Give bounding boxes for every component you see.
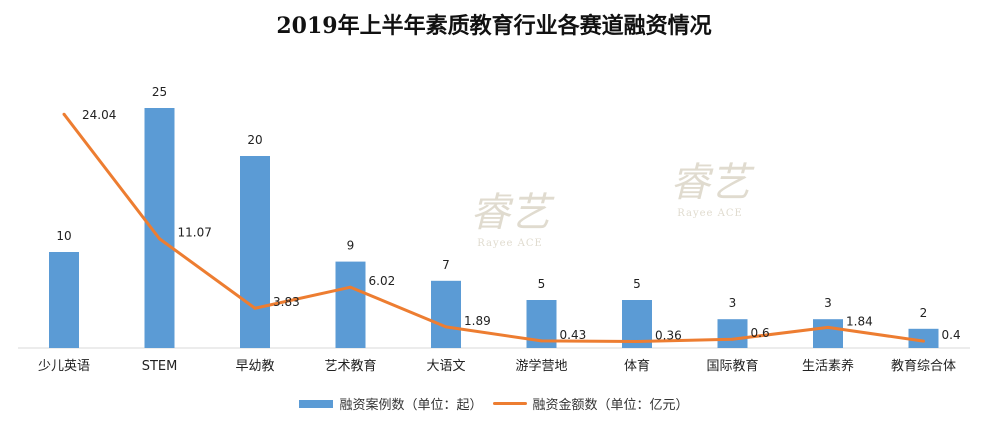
bar-data-label: 3 — [824, 296, 832, 310]
bar-data-label: 25 — [152, 85, 167, 99]
bar — [49, 252, 79, 348]
line-point — [635, 340, 639, 344]
watermark-logo: 睿艺 Rayee ACE — [670, 160, 750, 219]
bar-data-label: 10 — [56, 229, 71, 243]
bar — [717, 319, 748, 348]
x-tick-label: 游学营地 — [515, 358, 567, 374]
x-tick-label: 大语文 — [426, 359, 465, 374]
line-point — [253, 306, 257, 310]
x-tick-label: 国际教育 — [706, 358, 758, 374]
legend-item-line: 融资金额数（单位：亿元） — [492, 394, 689, 413]
bar — [908, 328, 939, 348]
line-point — [158, 237, 161, 241]
line-data-label: 11.07 — [178, 226, 212, 240]
legend-label: 融资案例数（单位：起） — [339, 398, 483, 413]
line-data-label: 6.02 — [369, 274, 396, 288]
line-data-label: 0.6 — [751, 326, 770, 340]
x-tick-label: 教育综合体 — [891, 358, 956, 374]
legend-swatch-line — [492, 402, 527, 405]
bar — [813, 319, 843, 348]
bar — [144, 108, 175, 348]
legend-swatch-bar — [299, 399, 334, 408]
line-data-label: 0.4 — [942, 328, 961, 342]
line-point — [444, 325, 448, 329]
x-tick-label: 体育 — [624, 358, 650, 374]
bar-data-label: 5 — [633, 277, 641, 291]
line-point — [62, 112, 66, 116]
bar-data-label: 7 — [442, 258, 450, 272]
legend: 融资案例数（单位：起） 融资金额数（单位：亿元） — [0, 394, 988, 413]
bar — [240, 156, 270, 348]
line-data-label: 3.83 — [273, 295, 300, 309]
x-tick-label: 生活素养 — [802, 358, 854, 374]
line-data-label: 0.43 — [560, 328, 587, 342]
x-tick-label: 艺术教育 — [324, 358, 376, 374]
watermark-logo: 睿艺 Rayee ACE — [470, 190, 550, 249]
legend-label: 融资金额数（单位：亿元） — [532, 398, 689, 413]
x-tick-label: STEM — [142, 359, 178, 374]
line-point — [922, 339, 925, 343]
bar — [431, 280, 461, 348]
bar — [335, 261, 366, 348]
bar-data-label: 3 — [729, 296, 737, 310]
line-point — [826, 325, 830, 329]
line-point — [349, 285, 352, 289]
legend-item-bar: 融资案例数（单位：起） — [299, 394, 483, 413]
line-point — [540, 339, 543, 343]
bar-data-label: 5 — [538, 277, 546, 291]
x-tick-label: 早幼教 — [235, 358, 274, 374]
line-data-label: 0.36 — [655, 329, 682, 343]
bar-data-label: 2 — [920, 306, 928, 320]
line-data-label: 1.89 — [464, 314, 491, 328]
chart-title: 2019年上半年素质教育行业各赛道融资情况 — [276, 13, 712, 39]
line-data-label: 1.84 — [846, 314, 873, 328]
bar-data-label: 9 — [347, 239, 355, 253]
x-tick-label: 少儿英语 — [38, 359, 90, 374]
line-point — [731, 337, 734, 341]
line-data-label: 24.04 — [82, 108, 116, 122]
bar-data-label: 20 — [247, 133, 262, 147]
line-series — [62, 113, 924, 344]
